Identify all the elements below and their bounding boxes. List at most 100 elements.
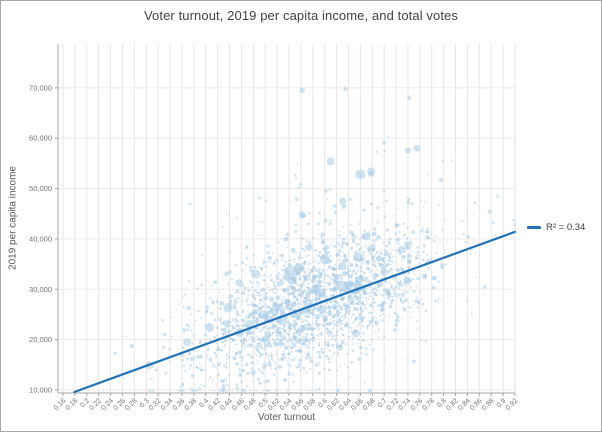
scatter-point[interactable]: [256, 280, 259, 283]
scatter-point[interactable]: [362, 290, 367, 295]
scatter-point[interactable]: [336, 313, 340, 317]
scatter-point[interactable]: [357, 357, 362, 362]
scatter-point[interactable]: [422, 250, 425, 254]
scatter-point[interactable]: [317, 361, 320, 365]
scatter-point[interactable]: [271, 331, 275, 334]
scatter-point[interactable]: [333, 210, 337, 214]
scatter-point[interactable]: [187, 351, 192, 355]
scatter-point[interactable]: [205, 309, 209, 312]
scatter-point[interactable]: [310, 299, 314, 303]
scatter-point[interactable]: [263, 294, 266, 297]
scatter-point[interactable]: [332, 323, 334, 326]
scatter-point[interactable]: [364, 306, 368, 310]
scatter-point[interactable]: [263, 345, 267, 349]
scatter-point[interactable]: [307, 322, 310, 324]
scatter-point[interactable]: [267, 336, 270, 339]
scatter-point[interactable]: [395, 286, 398, 288]
scatter-point[interactable]: [298, 317, 301, 320]
scatter-point[interactable]: [240, 291, 245, 296]
scatter-point[interactable]: [315, 274, 318, 278]
scatter-point[interactable]: [396, 268, 401, 272]
scatter-point[interactable]: [241, 309, 245, 312]
scatter-point[interactable]: [354, 263, 359, 269]
scatter-point[interactable]: [386, 319, 389, 322]
scatter-point[interactable]: [296, 349, 300, 352]
scatter-point[interactable]: [307, 286, 311, 290]
scatter-point[interactable]: [304, 260, 306, 263]
scatter-point[interactable]: [420, 229, 424, 233]
scatter-point[interactable]: [383, 251, 390, 257]
scatter-point[interactable]: [282, 287, 287, 292]
scatter-point[interactable]: [228, 294, 234, 299]
scatter-point[interactable]: [293, 263, 304, 274]
scatter-point[interactable]: [424, 201, 427, 204]
scatter-point[interactable]: [215, 300, 219, 304]
scatter-point[interactable]: [352, 321, 355, 323]
scatter-point[interactable]: [123, 378, 126, 380]
scatter-point[interactable]: [286, 321, 290, 325]
scatter-point[interactable]: [245, 314, 248, 317]
scatter-point[interactable]: [465, 299, 469, 303]
scatter-point[interactable]: [297, 362, 300, 365]
scatter-point[interactable]: [269, 326, 272, 329]
scatter-point[interactable]: [242, 355, 244, 358]
scatter-point[interactable]: [389, 270, 391, 273]
scatter-point[interactable]: [341, 314, 344, 317]
scatter-point[interactable]: [396, 207, 399, 210]
scatter-point[interactable]: [364, 347, 367, 350]
scatter-point[interactable]: [325, 281, 328, 284]
scatter-point[interactable]: [242, 268, 245, 271]
scatter-point[interactable]: [318, 343, 321, 346]
scatter-point[interactable]: [304, 314, 308, 319]
scatter-point[interactable]: [303, 277, 309, 282]
scatter-point[interactable]: [365, 287, 368, 290]
scatter-point[interactable]: [281, 342, 284, 345]
scatter-point[interactable]: [328, 304, 330, 307]
scatter-point[interactable]: [233, 299, 238, 304]
scatter-point[interactable]: [439, 240, 442, 243]
scatter-point[interactable]: [229, 299, 232, 303]
scatter-point[interactable]: [245, 323, 249, 328]
scatter-point[interactable]: [370, 202, 373, 206]
scatter-point[interactable]: [436, 240, 438, 243]
scatter-point[interactable]: [416, 327, 418, 330]
scatter-point[interactable]: [321, 234, 323, 236]
scatter-point[interactable]: [381, 277, 383, 279]
scatter-point[interactable]: [311, 281, 314, 283]
scatter-point[interactable]: [275, 334, 278, 337]
scatter-point[interactable]: [342, 225, 345, 228]
scatter-point[interactable]: [305, 332, 309, 336]
scatter-point[interactable]: [350, 327, 353, 330]
scatter-point[interactable]: [293, 280, 296, 283]
scatter-point[interactable]: [427, 173, 429, 175]
scatter-point[interactable]: [280, 337, 284, 341]
scatter-point[interactable]: [299, 363, 302, 366]
scatter-point[interactable]: [406, 253, 412, 259]
scatter-point[interactable]: [317, 262, 321, 265]
scatter-point[interactable]: [231, 318, 235, 321]
scatter-point[interactable]: [360, 307, 363, 310]
scatter-point[interactable]: [277, 365, 281, 369]
scatter-point[interactable]: [309, 298, 312, 301]
scatter-point[interactable]: [299, 87, 305, 94]
scatter-point[interactable]: [263, 362, 266, 364]
scatter-point[interactable]: [372, 348, 375, 351]
scatter-point[interactable]: [210, 360, 213, 364]
scatter-point[interactable]: [340, 278, 343, 280]
scatter-point[interactable]: [305, 323, 309, 327]
scatter-point[interactable]: [149, 377, 153, 380]
scatter-point[interactable]: [187, 280, 191, 283]
scatter-point[interactable]: [317, 267, 321, 272]
scatter-point[interactable]: [299, 324, 307, 333]
trendline[interactable]: [73, 230, 517, 394]
scatter-point[interactable]: [323, 244, 330, 251]
scatter-point[interactable]: [314, 248, 318, 252]
scatter-point[interactable]: [186, 357, 190, 361]
scatter-point[interactable]: [322, 347, 325, 350]
scatter-point[interactable]: [304, 335, 308, 339]
scatter-point[interactable]: [305, 371, 308, 374]
scatter-point[interactable]: [283, 378, 287, 382]
scatter-point[interactable]: [403, 307, 407, 311]
scatter-point[interactable]: [263, 296, 265, 298]
scatter-point[interactable]: [297, 306, 300, 309]
